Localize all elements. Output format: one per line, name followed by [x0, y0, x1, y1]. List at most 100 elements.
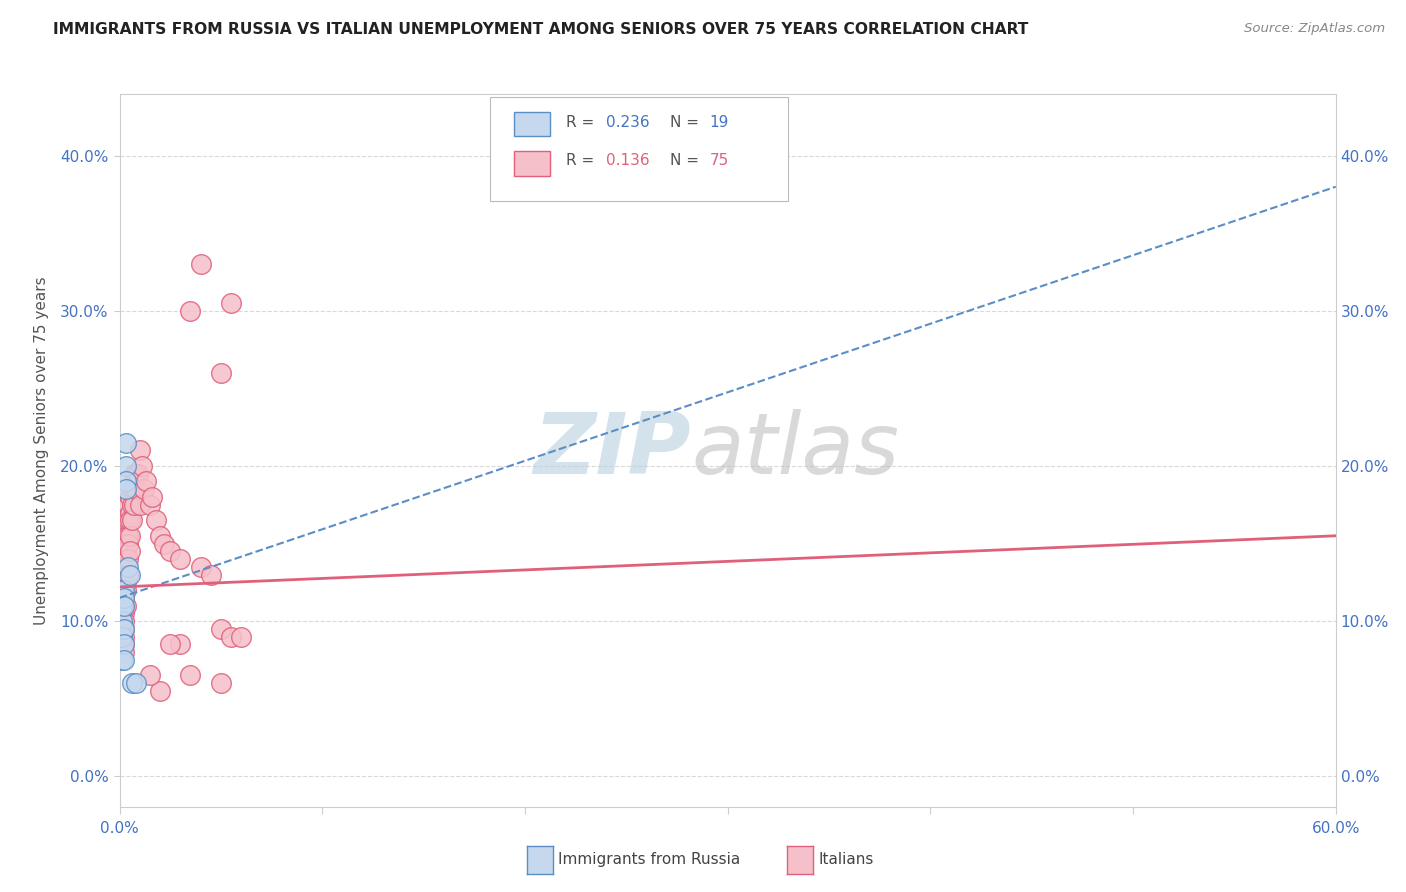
- Point: [110, 575, 132, 590]
- Point: [128, 498, 150, 512]
- Point: [110, 599, 132, 613]
- Point: [122, 498, 145, 512]
- Point: [121, 498, 143, 512]
- Text: Immigrants from Russia: Immigrants from Russia: [558, 853, 741, 867]
- Point: [231, 630, 253, 644]
- Point: [132, 482, 155, 496]
- Point: [219, 630, 242, 644]
- Point: [127, 467, 149, 481]
- Point: [114, 575, 136, 590]
- Text: 75: 75: [710, 153, 728, 168]
- Point: [110, 637, 132, 651]
- Point: [112, 614, 135, 628]
- Point: [110, 622, 132, 636]
- Point: [112, 622, 135, 636]
- Text: atlas: atlas: [692, 409, 898, 492]
- Text: 19: 19: [710, 115, 728, 129]
- Point: [112, 607, 135, 621]
- Point: [112, 599, 135, 613]
- Point: [112, 637, 135, 651]
- Point: [118, 544, 141, 558]
- Point: [114, 544, 136, 558]
- Point: [110, 599, 132, 613]
- Point: [209, 366, 232, 380]
- Point: [112, 567, 135, 582]
- Point: [118, 506, 141, 520]
- Point: [110, 614, 132, 628]
- Point: [117, 567, 139, 582]
- Y-axis label: Unemployment Among Seniors over 75 years: Unemployment Among Seniors over 75 years: [34, 277, 49, 624]
- Point: [117, 536, 139, 550]
- Point: [125, 482, 148, 496]
- Point: [114, 529, 136, 543]
- Point: [114, 559, 136, 574]
- Point: [117, 498, 139, 512]
- Point: [114, 458, 136, 473]
- Point: [114, 536, 136, 550]
- FancyBboxPatch shape: [491, 97, 789, 201]
- Point: [169, 552, 191, 566]
- Point: [121, 513, 143, 527]
- Point: [110, 567, 132, 582]
- Text: Source: ZipAtlas.com: Source: ZipAtlas.com: [1244, 22, 1385, 36]
- Point: [121, 482, 143, 496]
- Point: [112, 591, 135, 605]
- FancyBboxPatch shape: [513, 151, 550, 176]
- Point: [117, 559, 139, 574]
- Text: ZIP: ZIP: [533, 409, 692, 492]
- Point: [117, 552, 139, 566]
- Point: [159, 544, 181, 558]
- Point: [112, 645, 135, 659]
- Point: [112, 630, 135, 644]
- Point: [114, 475, 136, 489]
- Point: [110, 614, 132, 628]
- Point: [110, 583, 132, 598]
- Point: [110, 607, 132, 621]
- Point: [112, 575, 135, 590]
- Text: 0.236: 0.236: [606, 115, 650, 129]
- Text: N =: N =: [671, 115, 704, 129]
- Point: [112, 583, 135, 598]
- Point: [179, 303, 201, 318]
- Point: [110, 583, 132, 598]
- Point: [149, 529, 172, 543]
- Text: R =: R =: [565, 153, 599, 168]
- Point: [112, 583, 135, 598]
- Text: Italians: Italians: [818, 853, 873, 867]
- Point: [200, 567, 222, 582]
- Point: [118, 567, 141, 582]
- Point: [114, 435, 136, 450]
- Point: [112, 622, 135, 636]
- Point: [135, 475, 157, 489]
- Point: [112, 591, 135, 605]
- Point: [153, 536, 176, 550]
- Point: [125, 676, 148, 690]
- Point: [139, 498, 162, 512]
- Point: [112, 637, 135, 651]
- Point: [118, 529, 141, 543]
- Point: [114, 482, 136, 496]
- Point: [159, 637, 181, 651]
- Text: 0.136: 0.136: [606, 153, 650, 168]
- Point: [145, 513, 167, 527]
- Point: [139, 668, 162, 682]
- Point: [219, 296, 242, 310]
- Point: [179, 668, 201, 682]
- Point: [149, 684, 172, 698]
- FancyBboxPatch shape: [513, 112, 550, 136]
- Point: [209, 676, 232, 690]
- Point: [122, 467, 145, 481]
- Point: [131, 458, 153, 473]
- Point: [112, 653, 135, 667]
- Point: [110, 630, 132, 644]
- Point: [112, 599, 135, 613]
- Point: [122, 482, 145, 496]
- Point: [110, 591, 132, 605]
- Point: [190, 559, 212, 574]
- Point: [110, 630, 132, 644]
- Point: [117, 529, 139, 543]
- Text: R =: R =: [565, 115, 599, 129]
- Point: [209, 622, 232, 636]
- Point: [121, 676, 143, 690]
- Text: N =: N =: [671, 153, 704, 168]
